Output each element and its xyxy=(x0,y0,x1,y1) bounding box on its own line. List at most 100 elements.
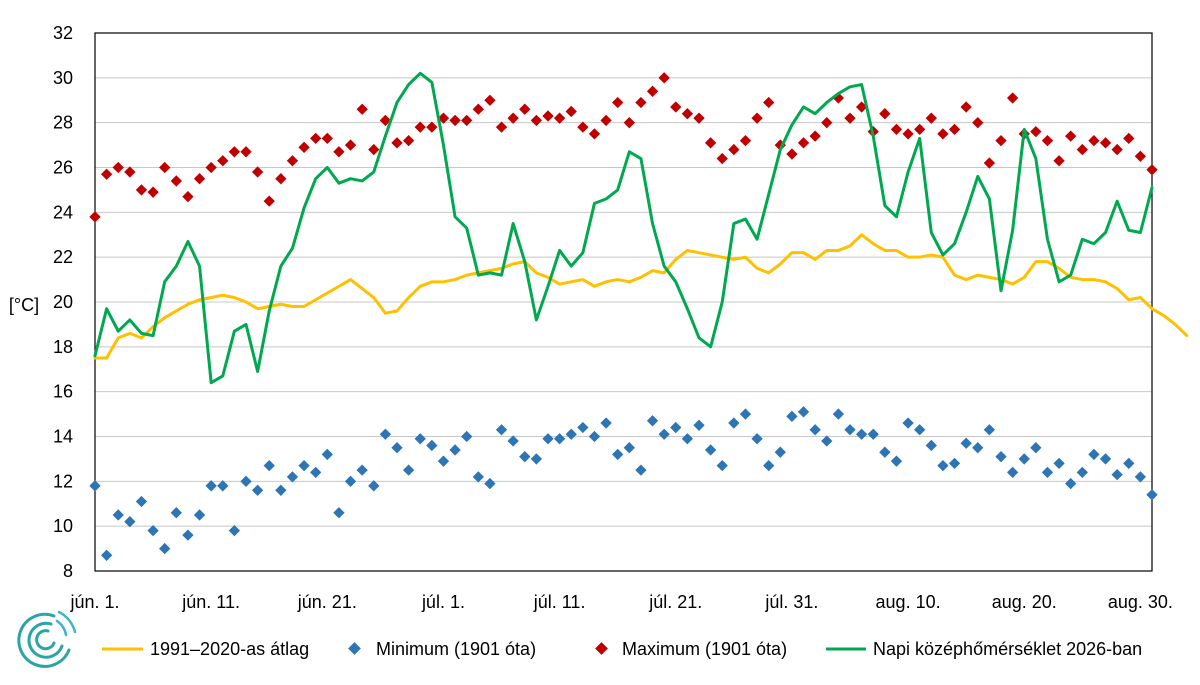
data-point-marker xyxy=(437,455,450,467)
data-point-marker xyxy=(402,464,415,476)
series-3 xyxy=(93,71,1154,385)
data-point-marker xyxy=(983,157,996,169)
data-point-marker xyxy=(577,121,589,133)
data-point-marker xyxy=(344,475,357,487)
data-point-marker xyxy=(124,166,136,178)
data-point-marker xyxy=(333,146,345,158)
data-point-marker xyxy=(577,421,589,434)
y-tick-label: 28 xyxy=(53,113,73,133)
y-tick-label: 14 xyxy=(53,427,73,447)
data-point-marker xyxy=(948,123,961,136)
data-point-marker xyxy=(693,419,705,431)
data-point-marker xyxy=(925,112,937,124)
data-point-marker xyxy=(286,155,299,167)
data-point-marker xyxy=(914,424,926,436)
data-point-marker xyxy=(228,146,241,158)
data-point-marker xyxy=(286,471,299,483)
data-point-marker xyxy=(704,444,717,456)
data-point-marker xyxy=(379,428,392,440)
x-tick-label: aug. 20. xyxy=(992,592,1057,612)
legend-item-maximum: Maximum (1901 óta) xyxy=(595,639,787,659)
data-point-marker xyxy=(763,459,775,472)
data-point-marker xyxy=(902,417,914,429)
x-tick-label: júl. 1. xyxy=(421,592,465,612)
data-point-marker xyxy=(937,128,949,140)
data-point-marker xyxy=(519,451,531,463)
y-tick-label: 8 xyxy=(63,561,73,581)
y-tick-label: 16 xyxy=(53,382,73,402)
data-point-marker xyxy=(565,105,577,118)
data-point-marker xyxy=(855,428,868,440)
data-point-marker xyxy=(495,424,508,436)
data-point-marker xyxy=(786,410,798,422)
data-point-marker xyxy=(379,114,392,127)
data-point-marker xyxy=(240,475,252,487)
data-point-marker xyxy=(844,424,856,436)
y-tick-label: 24 xyxy=(53,202,73,222)
legend-item-average: 1991–2020-as átlag xyxy=(102,639,309,659)
data-point-marker xyxy=(368,143,380,156)
data-point-marker xyxy=(658,428,670,440)
legend: 1991–2020-as átlag Minimum (1901 óta) Ma… xyxy=(102,639,1142,659)
data-point-marker xyxy=(251,166,264,178)
data-point-marker xyxy=(763,96,775,109)
series-1 xyxy=(89,406,1158,561)
data-point-marker xyxy=(298,459,310,472)
data-point-marker xyxy=(275,484,287,496)
data-point-marker xyxy=(716,459,728,472)
data-point-marker xyxy=(1111,468,1123,481)
data-point-marker xyxy=(112,161,124,174)
data-point-marker xyxy=(809,130,821,142)
legend-item-daily-mean: Napi középhőmérséklet 2026-ban xyxy=(826,639,1142,659)
data-point-marker xyxy=(391,442,403,454)
plot-area-frame xyxy=(94,32,1153,572)
y-tick-label: 20 xyxy=(53,292,73,312)
y-tick-label: 22 xyxy=(53,247,73,267)
x-tick-label: júl. 21. xyxy=(648,592,702,612)
x-tick-label: júl. 11. xyxy=(533,592,586,612)
data-point-marker xyxy=(402,134,415,147)
data-point-marker xyxy=(716,152,728,165)
data-point-marker xyxy=(867,428,879,440)
data-point-marker xyxy=(310,132,322,145)
data-point-marker xyxy=(612,96,624,109)
data-point-marker xyxy=(797,137,810,149)
data-point-marker xyxy=(426,439,438,452)
data-point-marker xyxy=(635,464,647,476)
data-point-marker xyxy=(1041,466,1054,479)
data-point-marker xyxy=(728,417,740,429)
data-point-marker xyxy=(995,451,1007,463)
data-point-marker xyxy=(240,146,252,158)
data-point-marker xyxy=(646,415,659,427)
series-0 xyxy=(93,233,1189,360)
x-tick-label: aug. 30. xyxy=(1108,592,1173,612)
data-point-marker xyxy=(704,137,717,149)
data-point-marker xyxy=(135,495,148,508)
series-line xyxy=(93,71,1154,385)
x-tick-label: jún. 11. xyxy=(181,592,240,612)
y-tick-label: 32 xyxy=(53,23,73,43)
data-point-marker xyxy=(960,101,972,113)
legend-maximum-label: Maximum (1901 óta) xyxy=(622,639,787,659)
legend-average-label: 1991–2020-as átlag xyxy=(150,639,309,659)
y-tick-label: 26 xyxy=(53,158,73,178)
data-point-marker xyxy=(890,455,903,467)
data-point-marker xyxy=(681,433,694,445)
y-tick-label: 30 xyxy=(53,68,73,88)
data-point-marker xyxy=(879,446,891,458)
data-point-marker xyxy=(1088,448,1100,461)
data-point-marker xyxy=(879,108,891,120)
data-point-marker xyxy=(983,424,996,436)
data-point-marker xyxy=(623,442,635,454)
data-point-marker xyxy=(321,132,333,145)
data-point-marker xyxy=(1006,466,1019,479)
concentric-arcs-logo-icon xyxy=(17,610,77,668)
data-point-marker xyxy=(553,433,566,445)
data-point-marker xyxy=(472,103,484,115)
data-point-marker xyxy=(530,453,543,465)
data-point-marker xyxy=(937,459,949,472)
data-point-marker xyxy=(193,173,206,185)
data-point-marker xyxy=(356,464,368,476)
data-point-marker xyxy=(972,442,984,454)
